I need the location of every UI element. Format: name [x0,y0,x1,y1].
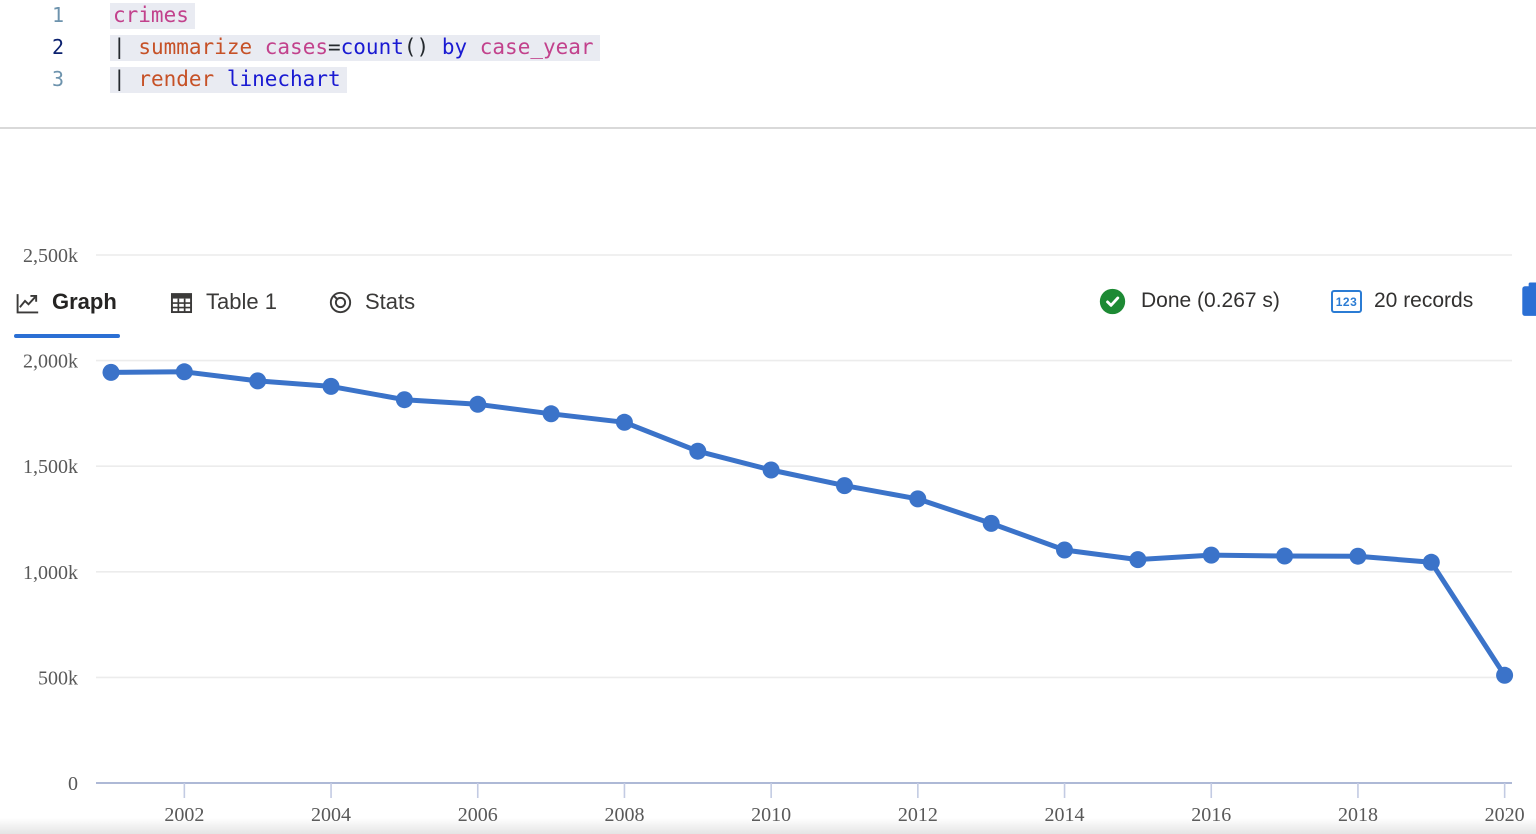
x-axis-tick-label: 2014 [1045,804,1085,826]
x-axis-tick-label: 2016 [1191,804,1231,826]
active-tab-underline [14,334,120,338]
x-axis-tick-label: 2008 [604,804,644,826]
tab-stats[interactable]: Stats [327,280,415,324]
cases-by-year-line-chart: 0 500k 1,000k 1,500k 2,000k 2,500k 2002 2004 200… [23,245,1525,826]
data-point-2017[interactable] [1276,547,1294,565]
y-axis-tick-label: 2,000k [23,351,78,373]
data-point-2001[interactable] [102,363,120,381]
y-axis-tick-label: 2,500k [23,245,78,267]
tab-graph-label: Graph [52,289,117,314]
y-axis-tick-label: 500k [38,667,78,689]
code-token: = [327,35,341,59]
table-icon [168,289,195,316]
x-axis-tick-label: 2006 [458,804,498,826]
code-token [252,35,265,59]
query-status-text: Done (0.267 s) [1141,289,1280,312]
code-token: render [138,67,215,91]
code-token [429,35,442,59]
data-point-2011[interactable] [836,477,853,495]
code-token: count [340,35,404,59]
x-axis-tick-label: 2010 [751,804,791,826]
code-token [126,67,139,91]
data-point-2007[interactable] [542,405,560,423]
data-point-2006[interactable] [469,395,487,413]
data-point-2012[interactable] [909,490,927,508]
code-token: crimes [113,3,189,27]
tab-table-1[interactable]: Table 1 [168,280,277,324]
y-axis-tick-label: 1,500k [23,456,78,478]
data-point-2009[interactable] [689,442,707,460]
data-point-2015[interactable] [1129,551,1147,569]
data-point-2013[interactable] [982,514,1000,532]
x-axis-tick-label: 2012 [898,804,938,826]
series-line-cases [108,369,1508,678]
data-point-2003[interactable] [249,372,267,390]
donut-stats-icon [327,289,354,316]
data-point-2016[interactable] [1202,546,1220,564]
code-token: cases [264,35,328,59]
code-line-1: 1 crimes [0,0,1536,32]
code-token: | [113,35,126,59]
data-point-2002[interactable] [175,363,193,381]
line-number: 3 [51,67,64,91]
data-point-2018[interactable] [1349,547,1367,565]
code-token: by [441,35,468,59]
code-token: | [113,67,126,91]
code-token [126,35,139,59]
data-point-2005[interactable] [395,391,413,409]
results-tab-bar: Graph Table 1 Stats [0,130,1536,338]
code-content: | summarize cases=count() by case_year [110,32,600,64]
code-token [467,35,480,59]
code-content: crimes [110,0,195,32]
data-point-2008[interactable] [615,413,633,431]
line-number: 2 [51,35,64,59]
record-count-text: 20 records [1374,289,1474,312]
code-token: summarize [138,35,253,59]
tab-graph[interactable]: Graph [14,280,117,324]
x-axis-tick-label: 2020 [1485,804,1525,826]
record-count-badge-icon: 123 [1331,290,1362,313]
data-point-2020[interactable] [1496,666,1514,684]
x-axis-tick-label: 2018 [1338,804,1378,826]
data-point-2019[interactable] [1422,553,1440,571]
y-axis-tick-label: 1,000k [23,562,78,584]
code-token: () [403,35,430,59]
kql-query-editor[interactable]: 1 crimes 2 | summarize cases=count() by cas… [0,0,1536,129]
success-check-icon [1099,288,1126,320]
data-point-2004[interactable] [322,377,340,395]
code-line-2: 2 | summarize cases=count() by case_year [0,32,1536,64]
line-chart-icon [14,289,41,316]
tab-table-1-label: Table 1 [206,289,277,314]
code-line-3: 3 | render linechart [0,64,1536,96]
x-axis-tick-label: 2004 [311,804,351,826]
code-content: | render linechart [110,64,347,96]
code-token: linechart [226,67,341,91]
clipboard-icon[interactable] [1520,282,1536,323]
data-point-2010[interactable] [762,461,780,479]
x-axis-tick-label: 2002 [164,804,204,826]
tab-stats-label: Stats [365,289,416,314]
data-point-2014[interactable] [1056,541,1073,559]
line-number: 1 [51,3,64,27]
code-token: case_year [479,35,594,59]
y-axis-tick-label: 0 [68,773,78,795]
line-chart-panel: 0 500k 1,000k 1,500k 2,000k 2,500k 2002 2004 200… [0,212,1536,834]
code-token [214,67,227,91]
